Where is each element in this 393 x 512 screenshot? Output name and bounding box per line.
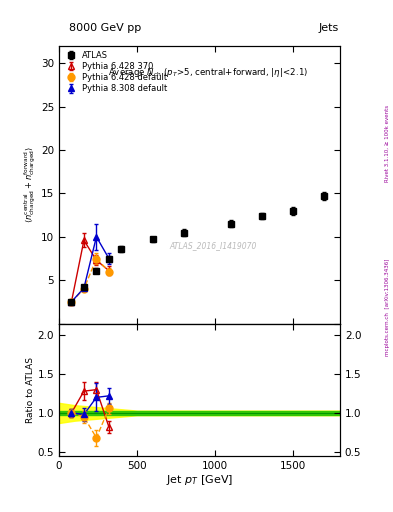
Text: ATLAS_2016_I1419070: ATLAS_2016_I1419070 — [170, 241, 257, 250]
Text: Jets: Jets — [318, 23, 339, 33]
X-axis label: Jet $p_T$ [GeV]: Jet $p_T$ [GeV] — [166, 473, 233, 487]
Text: Average $N_{\mathsf{ch}}$ ($p_T\!>\!5$, central+forward, $|\eta|\!<\!2.1$): Average $N_{\mathsf{ch}}$ ($p_T\!>\!5$, … — [108, 66, 308, 78]
Y-axis label: Ratio to ATLAS: Ratio to ATLAS — [26, 357, 35, 422]
Legend: ATLAS, Pythia 6.428 370, Pythia 6.428 default, Pythia 8.308 default: ATLAS, Pythia 6.428 370, Pythia 6.428 de… — [62, 50, 169, 95]
Text: mcplots.cern.ch  [arXiv:1306.3436]: mcplots.cern.ch [arXiv:1306.3436] — [385, 259, 389, 356]
Text: 8000 GeV pp: 8000 GeV pp — [69, 23, 141, 33]
Text: Rivet 3.1.10, ≥ 100k events: Rivet 3.1.10, ≥ 100k events — [385, 105, 389, 182]
Y-axis label: $\langle n^{\mathsf{central}}_{\mathsf{charged}} + n^{\mathsf{forward}}_{\mathsf: $\langle n^{\mathsf{central}}_{\mathsf{c… — [22, 146, 38, 223]
